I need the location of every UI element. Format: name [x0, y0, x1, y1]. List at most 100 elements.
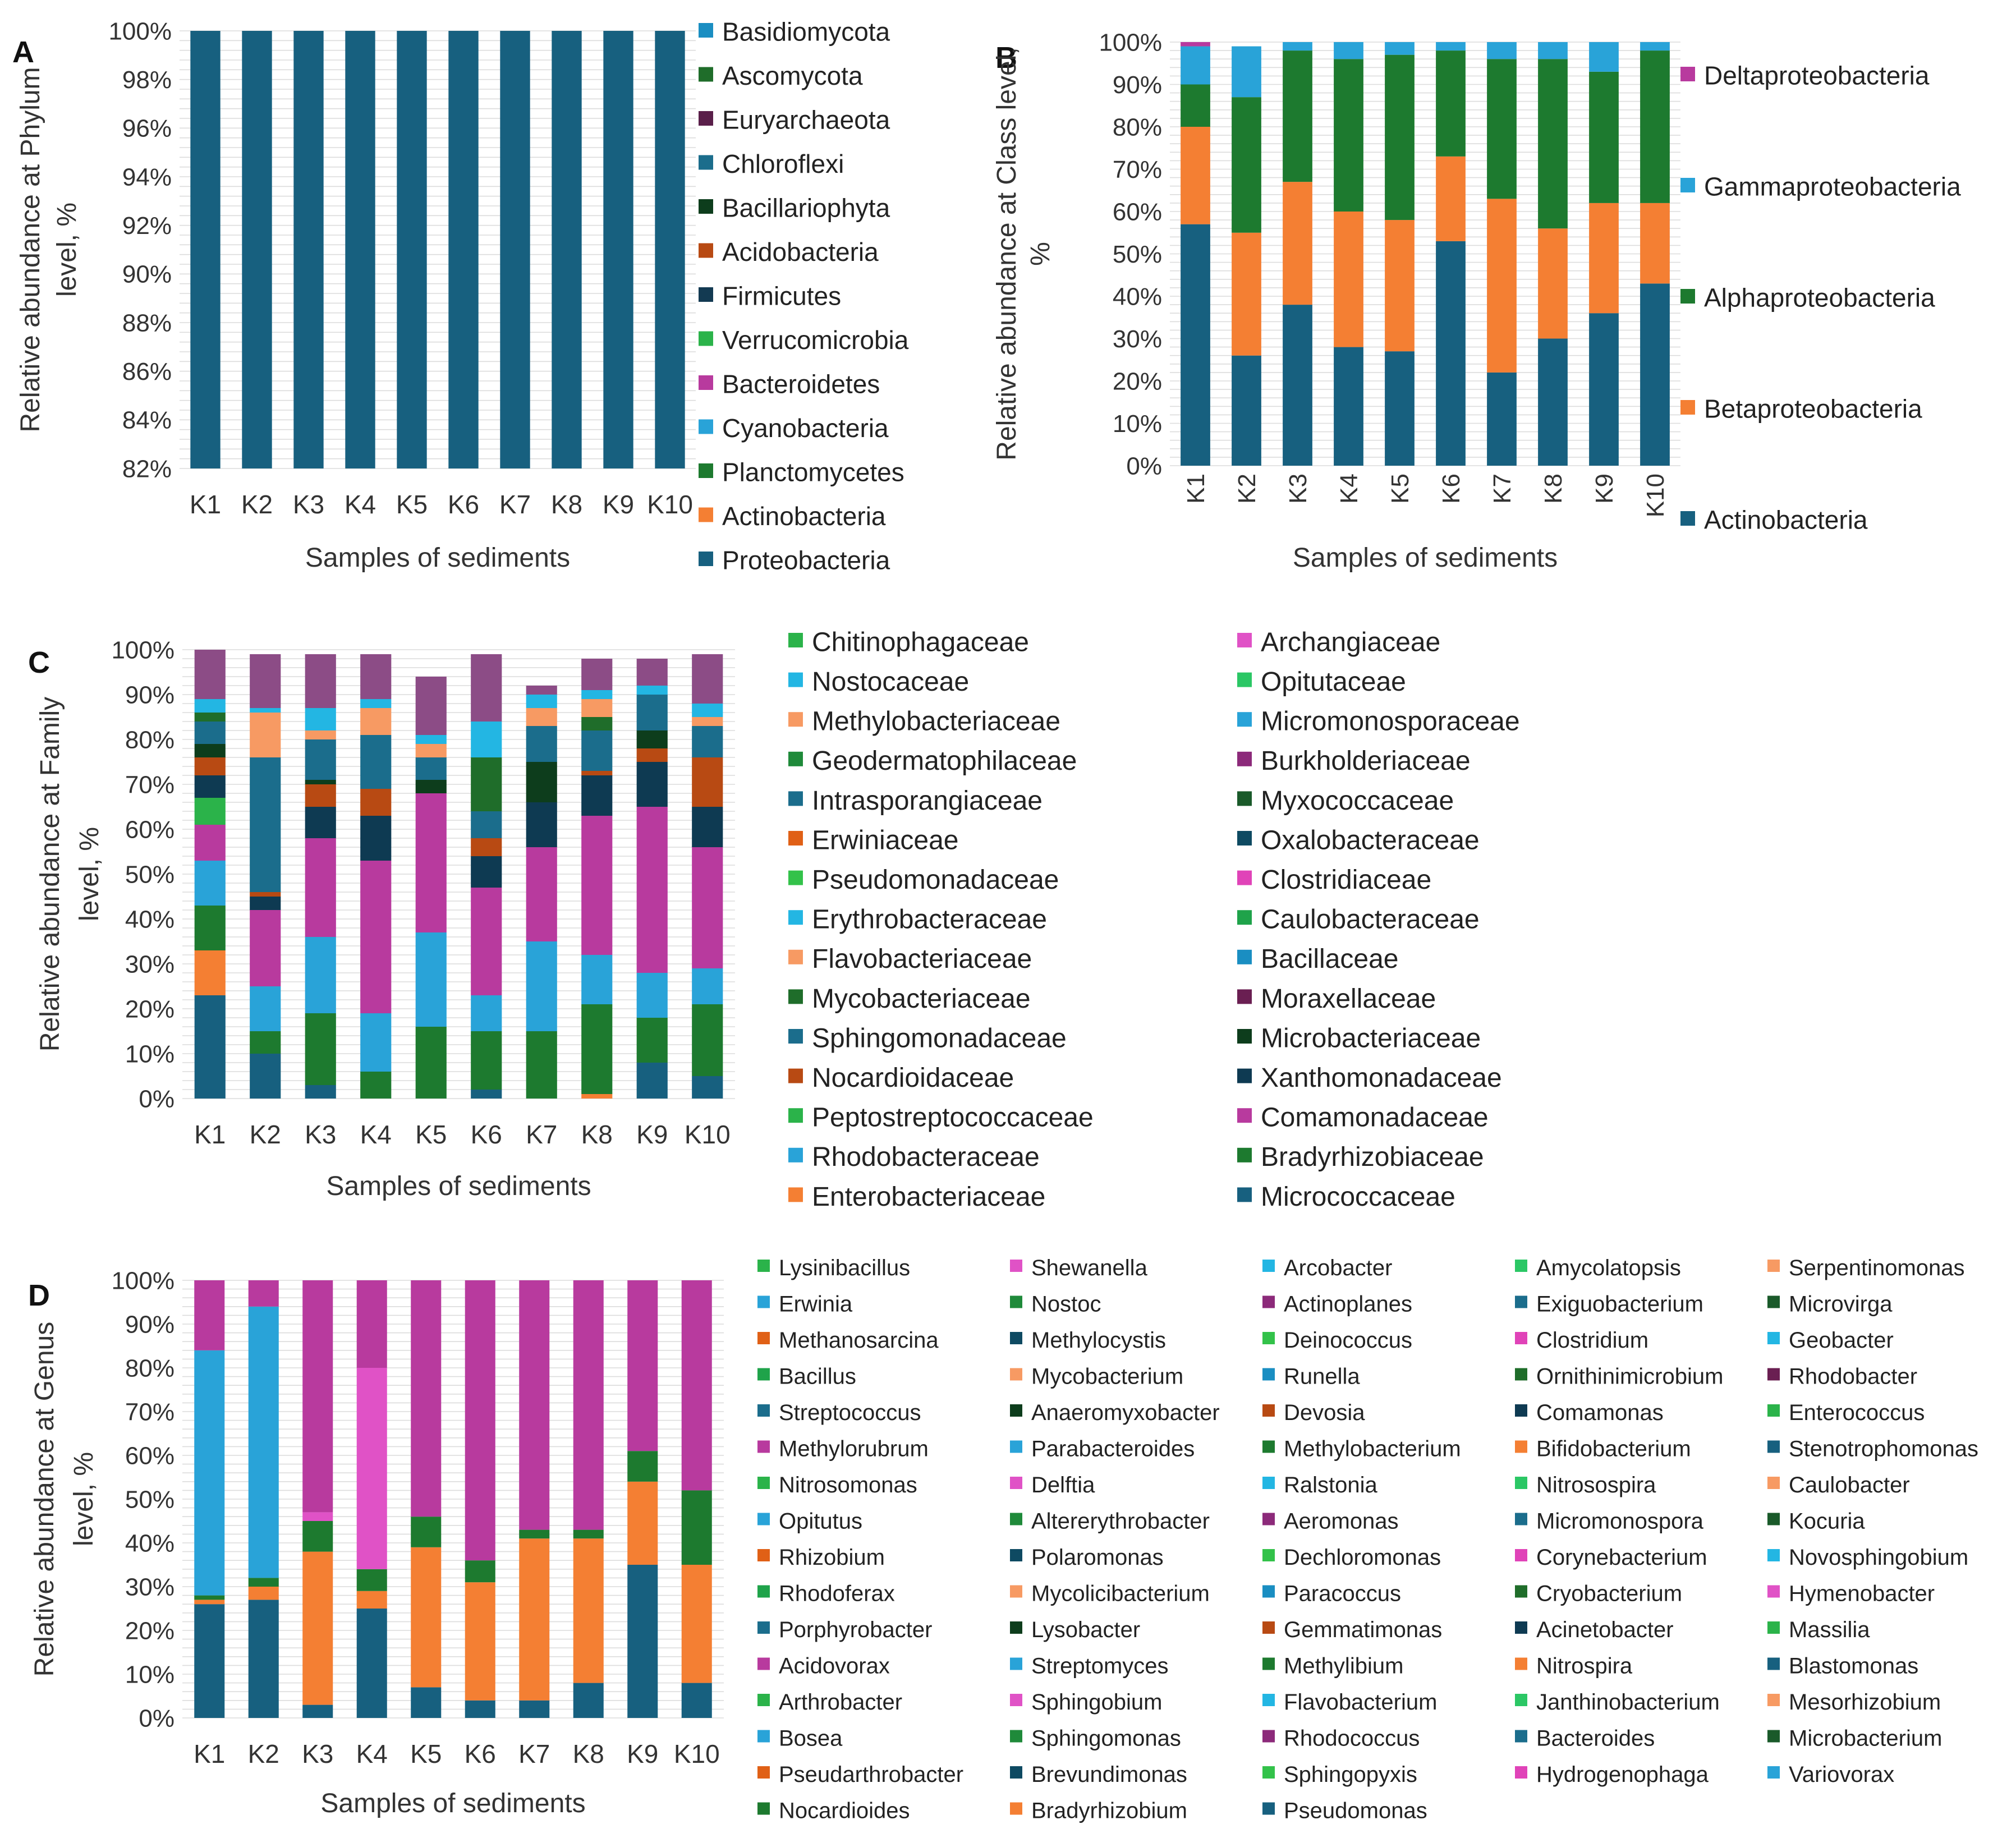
legend-item-hymenobacter: Hymenobacter — [1767, 1581, 1935, 1606]
legend-item-geodermatophilaceae: Geodermatophilaceae — [788, 746, 1077, 776]
x-tick-label: K8 — [573, 1739, 604, 1768]
legend-label: Acinetobacter — [1536, 1618, 1674, 1642]
y-tick-label: 80% — [1113, 113, 1162, 141]
legend-label: Streptococcus — [779, 1400, 921, 1425]
bar-segment-bradyrhizobiaceae-k5 — [415, 1027, 447, 1099]
y-axis-title: level, % — [52, 203, 82, 297]
legend-label: Exiguobacterium — [1536, 1292, 1703, 1316]
x-tick-label: K7 — [1489, 474, 1516, 504]
legend-label: Lysinibacillus — [779, 1256, 910, 1280]
legend-item-xanthomonadaceae: Xanthomonadaceae — [1237, 1063, 1502, 1093]
legend-item-nostoc: Nostoc — [1010, 1292, 1101, 1316]
legend-item-amycolatopsis: Amycolatopsis — [1515, 1256, 1681, 1280]
y-axis-title: level, % — [75, 827, 104, 921]
y-tick-label: 40% — [1113, 283, 1162, 310]
legend-swatch — [788, 910, 803, 925]
y-tick-label: 0% — [139, 1704, 174, 1732]
bar-segment-gammaproteobacteria-k5 — [1385, 42, 1415, 55]
bar-segment-flavobacteriaceae-k4 — [360, 708, 392, 735]
bar-segment-betaproteobacteria-k4 — [1334, 212, 1363, 347]
legend-swatch — [757, 1585, 770, 1598]
bar-segment-proteobacteria-k10 — [655, 31, 685, 468]
legend-item-actinobacteria: Actinobacteria — [699, 502, 886, 531]
legend-label: Brevundimonas — [1031, 1762, 1187, 1787]
chart-a-svg: 82% 84% 86% 88% 90% 92% 94% 96% 98% 100% K1 K2 K3 K4 K… — [16, 17, 909, 575]
legend-item-nitrosospira: Nitrosospira — [1515, 1473, 1656, 1497]
bar-segment-proteobacteria-k6 — [448, 31, 479, 468]
bar-segment-erythrobacteraceae-k9 — [636, 686, 668, 695]
bar-segment-rhodobacteraceae-k1 — [194, 861, 226, 906]
bar-segment-xanthomonadaceae-k1 — [194, 775, 226, 798]
bar-segment-proteobacteria-k3 — [293, 31, 324, 468]
y-tick-label: 50% — [125, 1486, 174, 1513]
bar-segment-other-genera-k9 — [627, 1280, 658, 1451]
bar-segment-pseudomonas-k7 — [519, 1700, 550, 1718]
legend-item-methylobacteriaceae: Methylobacteriaceae — [788, 707, 1060, 737]
bar-segment-erythrobacteraceae-k3 — [305, 708, 336, 730]
legend-item-mycobacteriaceae: Mycobacteriaceae — [788, 984, 1031, 1014]
legend-item-verrucomicrobia: Verrucomicrobia — [699, 325, 909, 355]
legend-swatch — [1262, 1440, 1275, 1453]
bar-segment-proteobacteria-k8 — [552, 31, 582, 468]
legend-item-acidovorax: Acidovorax — [757, 1653, 890, 1678]
legend-label: Archangiaceae — [1261, 627, 1440, 657]
legend-label: Bacteroidetes — [722, 370, 880, 399]
bar-segment-rhodobacteraceae-k3 — [305, 937, 336, 1013]
legend-label: Methanosarcina — [779, 1328, 939, 1353]
legend-swatch — [1237, 1029, 1252, 1044]
legend-label: Altererythrobacter — [1031, 1509, 1210, 1533]
bar-segment-betaproteobacteria-k1 — [1181, 127, 1210, 224]
legend-swatch — [1515, 1260, 1527, 1272]
legend-label: Bacillariophyta — [722, 194, 890, 223]
legend-label: Bosea — [779, 1726, 843, 1750]
legend-item-nitrosomonas: Nitrosomonas — [757, 1473, 917, 1497]
bar-segment-comamonadaceae-k1 — [194, 825, 226, 861]
x-axis-title: Samples of sediments — [320, 1789, 585, 1818]
x-tick-label: K6 — [471, 1120, 502, 1149]
bar-segment-bradyrhizobium-k8 — [573, 1538, 604, 1683]
legend-swatch — [1262, 1404, 1275, 1417]
legend-item-runella: Runella — [1262, 1364, 1360, 1389]
bar-segment-other-families-k6 — [471, 654, 502, 722]
x-tick-label: K2 — [1233, 474, 1261, 504]
legend-item-enterococcus: Enterococcus — [1767, 1400, 1925, 1425]
y-tick-label: 0% — [139, 1085, 174, 1113]
y-tick-label: 84% — [122, 407, 172, 434]
legend-label: Corynebacterium — [1536, 1545, 1707, 1570]
legend-item-actinobacteria: Actinobacteria — [1680, 506, 1868, 535]
legend-label: Methylibium — [1284, 1653, 1403, 1678]
legend-label: Actinobacteria — [722, 502, 886, 531]
legend-swatch — [699, 243, 713, 258]
legend-item-brevundimonas: Brevundimonas — [1010, 1762, 1187, 1787]
legend-label: Massilia — [1789, 1618, 1870, 1642]
legend-swatch — [1237, 672, 1252, 687]
y-tick-label: 20% — [125, 995, 174, 1023]
legend-label: Methylorubrum — [779, 1436, 929, 1461]
legend-item-rhodobacteraceae: Rhodobacteraceae — [788, 1142, 1040, 1172]
bar-segment-micrococcaceae-k1 — [194, 995, 226, 1099]
bar-segment-nocardioides-k9 — [627, 1451, 658, 1482]
legend-swatch — [757, 1621, 770, 1634]
bar-segment-nocardioides-k4 — [356, 1569, 387, 1591]
legend-swatch — [1515, 1513, 1527, 1525]
legend-swatch — [1515, 1332, 1527, 1344]
legend-item-sphingopyxis: Sphingopyxis — [1262, 1762, 1417, 1787]
legend-swatch — [1767, 1730, 1780, 1743]
bar-segment-comamonadaceae-k4 — [360, 861, 392, 1013]
x-tick-label: K10 — [674, 1739, 720, 1768]
legend-swatch — [1262, 1295, 1275, 1308]
bar-segment-bradyrhizobiaceae-k3 — [305, 1013, 336, 1085]
legend-label: Verrucomicrobia — [722, 325, 909, 355]
bar-segment-other-genera-k5 — [411, 1280, 442, 1517]
bar-segment-other-families-k9 — [636, 659, 668, 686]
bar-segment-bradyrhizobiaceae-k7 — [526, 1031, 557, 1099]
bar-segment-bradyrhizobiaceae-k6 — [471, 1031, 502, 1090]
legend-swatch — [788, 949, 803, 964]
bar-segment-actinobacteria-k1 — [1181, 224, 1210, 466]
legend-swatch — [1680, 511, 1695, 526]
legend-item-shewanella: Shewanella — [1010, 1256, 1148, 1280]
bar-segment-betaproteobacteria-k7 — [1487, 199, 1517, 373]
bar-segment-other-genera-k4 — [356, 1280, 387, 1368]
legend-swatch — [1262, 1513, 1275, 1525]
legend-item-anaeromyxobacter: Anaeromyxobacter — [1010, 1400, 1220, 1425]
